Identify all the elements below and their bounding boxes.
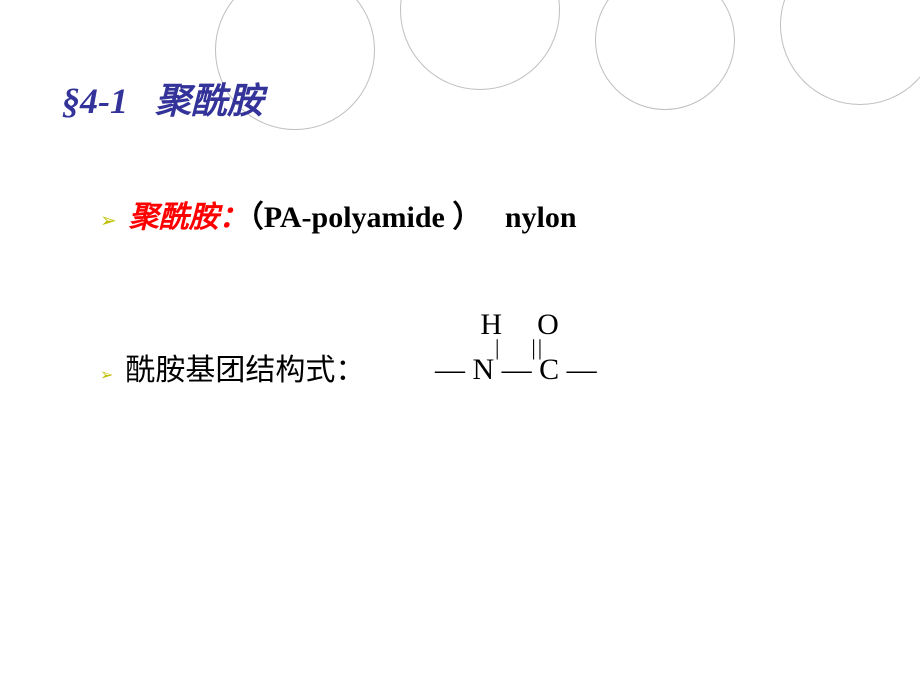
decoration-circle-2 [400, 0, 560, 90]
bullet-content: 聚酰胺：（PA-polyamide ） nylon [129, 192, 577, 236]
decoration-circle-3 [595, 0, 735, 110]
bullet-polyamide: ➢ 聚酰胺：（PA-polyamide ） nylon [100, 192, 577, 236]
chem-line-3: — N — C — [435, 355, 597, 385]
polyamide-label: 聚酰胺： [129, 201, 249, 234]
polyamide-en: （PA-polyamide ） [249, 201, 483, 234]
nylon-text: nylon [505, 201, 577, 234]
section-heading: 聚酰胺 [155, 81, 263, 121]
amide-chemical-structure: H O | || — N — C — [435, 310, 597, 385]
bullet-amide-structure: ➢ 酰胺基团结构式： [100, 345, 365, 389]
bullet-arrow-icon: ➢ [100, 365, 113, 385]
amide-structure-label: 酰胺基团结构式： [125, 345, 365, 389]
section-title: §4-1 聚酰胺 [62, 72, 263, 124]
bullet-arrow-icon: ➢ [100, 208, 117, 233]
section-number: §4-1 [62, 81, 128, 121]
decoration-circle-4 [780, 0, 920, 105]
